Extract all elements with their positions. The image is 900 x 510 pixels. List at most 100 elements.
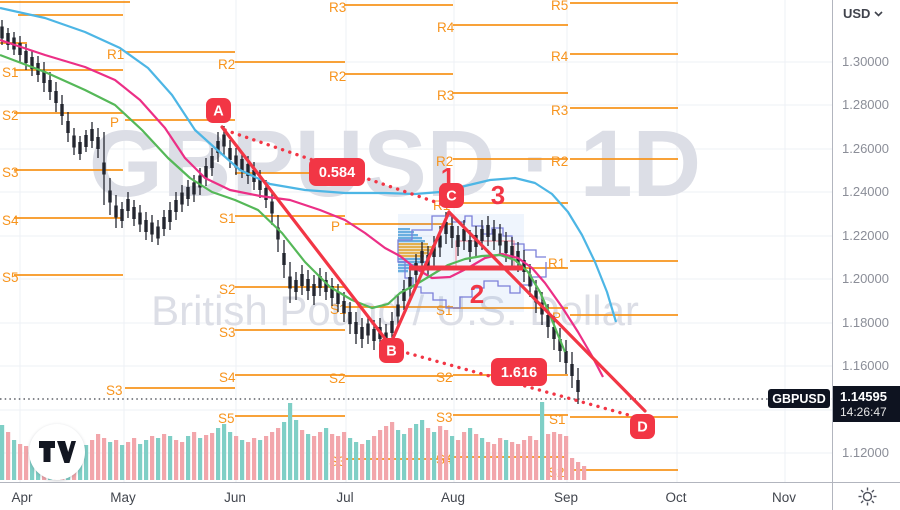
- volume-bar: [120, 445, 125, 480]
- candle-body: [144, 220, 148, 232]
- candle-body: [510, 246, 514, 258]
- last-price-countdown: 14:26:47: [840, 405, 887, 419]
- chart-canvas[interactable]: GBPUSD · 1D British Pound / U.S. Dollar S1…: [0, 0, 832, 482]
- pivot-label: R5: [551, 0, 568, 13]
- volume-bar: [510, 442, 515, 480]
- candle-body: [306, 279, 310, 291]
- volume-bar: [582, 466, 587, 480]
- volume-bar: [420, 420, 425, 480]
- pivot-label: S3: [436, 410, 453, 425]
- tradingview-logo[interactable]: [29, 424, 85, 480]
- candle-body: [102, 162, 106, 175]
- pivot-label: S3: [106, 383, 123, 398]
- candle-body: [6, 33, 10, 45]
- volume-bar: [126, 442, 131, 480]
- candle-body: [234, 155, 238, 168]
- volume-bar: [186, 436, 191, 480]
- time-axis-month-label: Jul: [336, 490, 354, 505]
- pivot-label: S1: [219, 211, 236, 226]
- pattern-point-badge[interactable]: [379, 338, 404, 363]
- volume-bar: [354, 442, 359, 480]
- volume-bar: [330, 434, 335, 480]
- currency-selector[interactable]: USD: [843, 6, 884, 21]
- volume-profile-bar: [398, 261, 426, 264]
- volume-bar: [18, 444, 23, 480]
- candle-body: [114, 205, 118, 218]
- candle-body: [480, 229, 484, 241]
- fib-dotted-line[interactable]: [391, 347, 652, 423]
- last-price-symbol-text: GBPUSD: [772, 391, 826, 406]
- candle-body: [138, 212, 142, 225]
- volume-bar: [168, 436, 173, 480]
- trend-line[interactable]: [447, 210, 647, 413]
- volume-bar: [498, 438, 503, 480]
- pivot-label: R4: [437, 20, 455, 35]
- volume-bar: [564, 436, 569, 480]
- volume-bar: [216, 428, 221, 480]
- volume-bar: [486, 442, 491, 480]
- candle-body: [534, 290, 538, 303]
- candle-body: [192, 182, 196, 195]
- candle-body: [54, 91, 58, 103]
- candle-body: [318, 276, 322, 288]
- volume-bar: [342, 432, 347, 480]
- pattern-point-badge[interactable]: [439, 183, 464, 208]
- volume-bar: [6, 432, 11, 480]
- currency-label: USD: [843, 6, 871, 21]
- volume-bar: [372, 436, 377, 480]
- axis-settings-corner[interactable]: [832, 482, 900, 510]
- price-axis[interactable]: USD 1.30000 1.28000 1.26000 1.24000 1.22000 1…: [832, 0, 900, 482]
- volume-bar: [474, 434, 479, 480]
- volume-bar: [360, 444, 365, 480]
- candle-body: [570, 364, 574, 376]
- pivot-label: P: [552, 310, 561, 325]
- time-axis-month-label: Jun: [224, 490, 246, 505]
- volume-bar: [516, 444, 521, 480]
- volume-bar: [414, 424, 419, 480]
- time-axis-month-label: Apr: [11, 490, 33, 505]
- trend-line[interactable]: [388, 210, 451, 347]
- candle-body: [222, 134, 226, 147]
- volume-bar: [288, 403, 293, 480]
- volume-bar: [24, 446, 29, 480]
- candle-body: [168, 210, 172, 222]
- candle-body: [498, 233, 502, 246]
- candle-body: [558, 339, 562, 351]
- settings-gear-icon[interactable]: [858, 487, 877, 506]
- candle-body: [12, 37, 16, 50]
- candle-body: [84, 135, 88, 147]
- volume-bar: [180, 442, 185, 480]
- volume-bar: [162, 434, 167, 480]
- candle-body: [564, 351, 568, 363]
- fib-dotted-line[interactable]: [223, 128, 449, 208]
- candle-body: [408, 277, 412, 289]
- last-price-value: 1.14595: [840, 389, 887, 404]
- volume-bar: [276, 428, 281, 480]
- candle-body: [0, 26, 4, 39]
- pattern-point-badge[interactable]: [206, 98, 231, 123]
- candle-body: [324, 280, 328, 292]
- pivot-label: R2: [218, 57, 235, 72]
- volume-bar: [294, 420, 299, 480]
- volume-profile-bar: [398, 228, 410, 231]
- pivot-label: S4: [2, 213, 19, 228]
- volume-bar: [504, 440, 509, 480]
- trend-line[interactable]: [220, 125, 392, 347]
- volume-bar: [270, 432, 275, 480]
- volume-bar: [138, 444, 143, 480]
- price-tick-label: 1.12000: [842, 445, 889, 460]
- last-price-badge: 1.14595 14:26:47: [833, 386, 900, 422]
- volume-bar: [312, 436, 317, 480]
- ma-line-slow: [0, 6, 618, 323]
- watermark-name: British Pound / U.S. Dollar: [151, 287, 639, 334]
- volume-bar: [546, 434, 551, 480]
- time-axis[interactable]: Apr May Jun Jul Aug Sep Oct Nov: [0, 482, 900, 510]
- pattern-point-badge[interactable]: [309, 158, 365, 186]
- volume-bar: [300, 430, 305, 480]
- pattern-point-badge[interactable]: [630, 414, 655, 439]
- volume-bar: [192, 432, 197, 480]
- volume-bar: [552, 432, 557, 480]
- pattern-point-badge[interactable]: [491, 358, 547, 386]
